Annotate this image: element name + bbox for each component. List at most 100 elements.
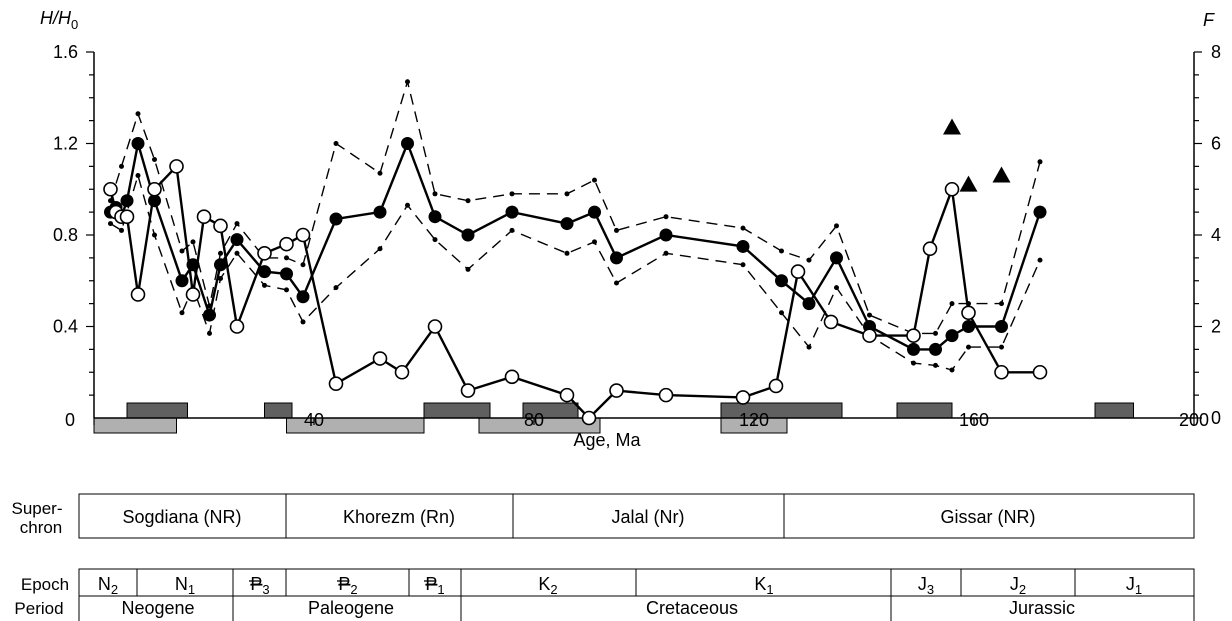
triangle-point: [943, 118, 961, 135]
left-axis-title-subscript: 0: [71, 17, 78, 32]
triangle-point: [959, 175, 978, 192]
y-left-tick-label: 1.6: [53, 42, 78, 62]
bound-point: [333, 285, 339, 291]
bound-point: [806, 257, 812, 263]
bound-point: [663, 214, 669, 220]
bound-point: [405, 202, 410, 208]
normal-polarity-bar: [1094, 402, 1134, 419]
bound-point: [234, 221, 240, 227]
open-circle-point: [185, 287, 201, 302]
y-right-tick-label: 4: [1211, 225, 1221, 245]
bound-point: [333, 141, 339, 146]
open-circle-point: [768, 378, 784, 394]
epoch-label: J3: [918, 574, 934, 597]
bound-point: [949, 367, 955, 373]
period-label: Neogene: [121, 598, 194, 618]
bound-point: [592, 239, 597, 245]
filled-circle-point: [610, 251, 623, 265]
superchron-label: Gissar (NR): [941, 507, 1036, 527]
filled-circle-point: [296, 290, 310, 304]
bound-point: [135, 111, 141, 117]
filled-circle-point: [995, 320, 1008, 333]
superchron-box: [78, 493, 1195, 539]
open-circle-point: [944, 181, 960, 197]
bound-point: [152, 157, 157, 163]
bound-point: [465, 266, 471, 272]
filled-circle-point: [401, 137, 414, 150]
filled-circle-point: [560, 217, 574, 231]
bound-point: [207, 303, 212, 309]
bound-point: [432, 237, 438, 243]
bound-point: [933, 330, 938, 336]
bound-point: [432, 191, 438, 197]
filled-circle-point: [945, 329, 959, 343]
x-tick-label: 200: [1179, 410, 1209, 430]
open-circle-point: [279, 236, 294, 252]
bound-point: [405, 79, 410, 85]
normal-polarity-bar: [264, 402, 293, 419]
normal-polarity-bar: [423, 402, 491, 419]
bound-point: [834, 285, 839, 291]
open-circle-point: [906, 328, 921, 343]
open-circle-point: [295, 227, 311, 243]
filled-circle-point: [230, 233, 244, 247]
bound-point: [834, 223, 839, 229]
triangle-point: [992, 166, 1011, 183]
bound-point: [806, 344, 812, 350]
superchron-header-bottom: chron: [20, 518, 63, 537]
filled-circle-point: [373, 205, 387, 219]
bound-point: [779, 248, 784, 254]
epoch-label: P3: [250, 574, 269, 597]
bound-point: [300, 262, 306, 268]
bound-point: [284, 287, 289, 293]
x-tick-label: 120: [739, 410, 769, 430]
x-tick-label: 0: [65, 410, 75, 430]
bound-point: [911, 360, 916, 366]
bound-point: [119, 227, 124, 233]
period-label: Jurassic: [1009, 598, 1075, 618]
y-left-tick-label: 1.2: [53, 134, 78, 154]
bound-point: [509, 227, 515, 233]
open-circle-point: [961, 305, 976, 321]
bound-point: [207, 330, 212, 336]
filled-circle-point: [258, 265, 271, 279]
open-circle-point: [147, 181, 162, 197]
open-circle-series-line: [109, 163, 1040, 420]
bound-point: [262, 282, 267, 288]
filled-circle-point: [505, 205, 519, 219]
bound-point: [949, 301, 955, 307]
bound-point: [108, 198, 113, 204]
bound-point: [179, 248, 185, 254]
bound-point: [377, 170, 383, 176]
series-markers: [103, 79, 1048, 426]
epoch-labels: N2 N1 P3 P2 P1 K2 K1 J3 J2 J1: [98, 574, 1142, 597]
bound-point: [867, 312, 872, 318]
filled-circle-point: [203, 308, 216, 322]
open-circle-point: [328, 376, 344, 391]
bound-point: [234, 250, 240, 256]
open-circle-point: [862, 328, 877, 343]
right-axis-title: F: [1203, 10, 1215, 30]
open-circle-point: [658, 387, 674, 403]
bound-point: [740, 225, 746, 231]
bound-point: [614, 280, 619, 286]
filled-circle-point: [802, 297, 816, 311]
bound-point: [999, 301, 1004, 307]
epoch-header: Epoch: [21, 575, 69, 594]
open-circle-point: [427, 319, 443, 334]
left-axis-title: H/H0: [40, 8, 78, 32]
reversed-polarity-bar: [93, 417, 177, 434]
filled-circle-point: [329, 212, 343, 226]
bound-point: [663, 250, 669, 256]
filled-circle-point: [131, 137, 145, 150]
period-label: Paleogene: [308, 598, 394, 618]
open-circle-point: [735, 390, 751, 405]
bound-point: [592, 177, 597, 183]
filled-circle-point: [775, 274, 788, 288]
polarity-bars: [93, 402, 1134, 434]
filled-circle-point: [736, 239, 750, 253]
open-circle-point: [922, 241, 938, 257]
filled-circle-series-line: [109, 140, 1042, 351]
y-right-tick-label: 2: [1211, 317, 1221, 337]
